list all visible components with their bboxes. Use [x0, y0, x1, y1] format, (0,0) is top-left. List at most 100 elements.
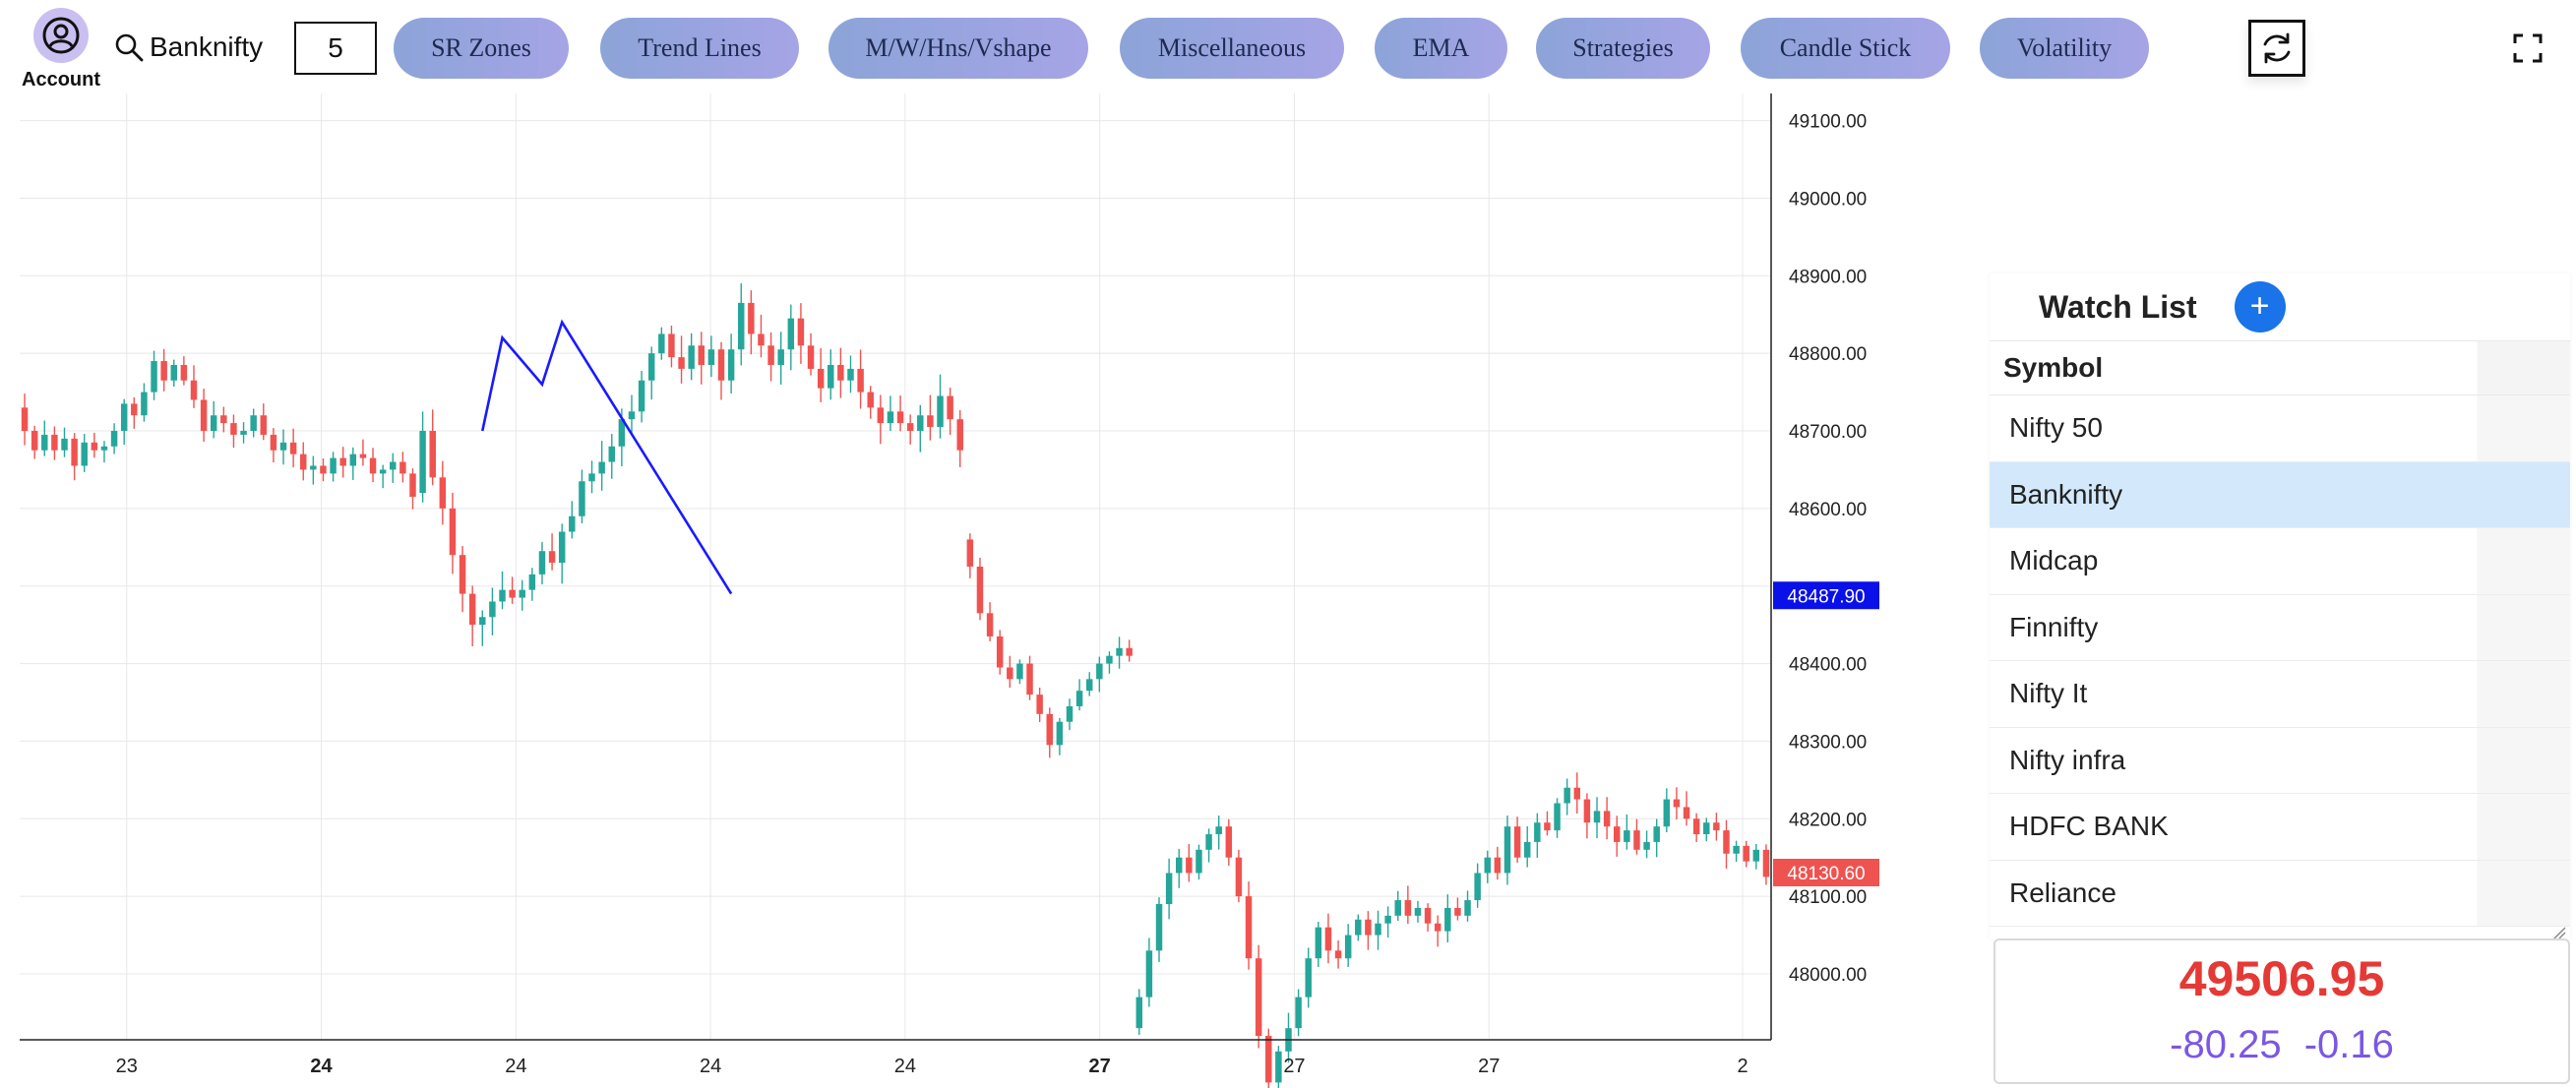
- candle-body: [658, 333, 665, 354]
- candle: [1165, 858, 1173, 920]
- watch-list-panel: Watch List + Symbol Nifty 50 Banknifty Mid…: [1990, 273, 2570, 939]
- candle-body: [1614, 826, 1621, 842]
- watch-list-item[interactable]: Nifty 50: [1990, 395, 2570, 462]
- candle-body: [1603, 811, 1611, 827]
- candle-body: [1444, 907, 1451, 932]
- candle-body: [429, 431, 436, 478]
- candle: [1653, 818, 1660, 858]
- candle-body: [927, 415, 934, 428]
- time-tick-label: 24: [310, 1056, 333, 1077]
- candle-body: [828, 364, 834, 389]
- candle-body: [1016, 663, 1023, 680]
- refresh-button[interactable]: [2248, 20, 2305, 77]
- account-button[interactable]: Account: [14, 8, 108, 91]
- candlestick-chart[interactable]: 49100.00 49000.00 48900.00 48800.00 48700.00…: [0, 93, 1879, 1088]
- candle-body: [896, 411, 904, 424]
- candle-body: [250, 415, 257, 432]
- watch-list-item[interactable]: Reliance: [1990, 860, 2570, 927]
- candle: [1096, 656, 1103, 693]
- candle: [160, 348, 167, 392]
- candle-body: [1484, 857, 1491, 874]
- watch-list-item[interactable]: Banknifty: [1990, 461, 2570, 528]
- candle-body: [260, 415, 268, 435]
- watch-list-item[interactable]: Midcap: [1990, 528, 2570, 595]
- time-tick-label: 24: [894, 1056, 916, 1077]
- time-tick-label: 27: [1089, 1056, 1111, 1077]
- candle: [647, 346, 655, 400]
- candle: [230, 414, 237, 449]
- candle-body: [330, 457, 337, 474]
- candle: [767, 332, 774, 382]
- toolbar-m-w-hns-vshape-button[interactable]: M/W/Hns/Vshape: [828, 18, 1088, 79]
- candle-body: [847, 368, 854, 381]
- candle-body: [1265, 1036, 1272, 1083]
- candle: [927, 394, 934, 441]
- search-icon: [115, 33, 144, 62]
- candle-body: [399, 461, 406, 474]
- candle-body: [1225, 826, 1233, 858]
- candle-body: [668, 333, 675, 358]
- candle: [966, 533, 974, 578]
- candle: [1424, 903, 1432, 933]
- candle-body: [459, 555, 466, 594]
- candle-body: [390, 461, 397, 470]
- candle: [489, 587, 496, 635]
- candle: [1384, 906, 1391, 938]
- candle-body: [569, 515, 576, 532]
- candle-body: [230, 423, 237, 435]
- symbol-column-header[interactable]: Symbol: [1990, 340, 2570, 395]
- candles: [21, 283, 1770, 1088]
- candle-body: [61, 438, 68, 451]
- candle-body: [151, 361, 157, 393]
- candle: [658, 327, 665, 360]
- candle: [1692, 813, 1700, 843]
- candle-body: [120, 403, 128, 432]
- candle-body: [1464, 900, 1471, 916]
- candle-body: [1523, 841, 1531, 858]
- candle-body: [1494, 857, 1502, 874]
- candle-body: [986, 613, 994, 636]
- toolbar-trend-lines-button[interactable]: Trend Lines: [600, 18, 799, 79]
- fullscreen-icon[interactable]: [2511, 31, 2545, 65]
- candle-body: [1036, 695, 1043, 714]
- candle-body: [310, 465, 317, 470]
- toolbar-miscellaneous-button[interactable]: Miscellaneous: [1120, 18, 1344, 79]
- candle-body: [1275, 1051, 1282, 1083]
- candle: [279, 429, 287, 465]
- candle: [71, 433, 78, 481]
- candle: [1554, 798, 1561, 838]
- candle-body: [638, 380, 645, 412]
- watch-list-item[interactable]: Nifty It: [1990, 661, 2570, 728]
- toolbar-sr-zones-button[interactable]: SR Zones: [394, 18, 569, 79]
- candle: [1513, 816, 1521, 863]
- candle-body: [817, 368, 825, 389]
- toolbar-strategies-button[interactable]: Strategies: [1536, 18, 1710, 79]
- candle-body: [439, 477, 447, 509]
- candle-body: [1245, 896, 1253, 959]
- price-badge-label: 48487.90: [1787, 586, 1865, 607]
- candle: [300, 442, 307, 481]
- candle-body: [678, 357, 685, 369]
- toolbar-volatility-button[interactable]: Volatility: [1980, 18, 2149, 79]
- price-change: -80.25 -0.16: [1995, 1023, 2568, 1067]
- candle-body: [1554, 803, 1561, 831]
- candle: [867, 386, 874, 419]
- watch-list-item[interactable]: Nifty infra: [1990, 727, 2570, 794]
- candle-body: [1145, 950, 1153, 997]
- toolbar-ema-button[interactable]: EMA: [1375, 18, 1507, 79]
- interval-input[interactable]: 5: [294, 22, 377, 75]
- candle: [787, 304, 795, 371]
- price-chart[interactable]: 49100.00 49000.00 48900.00 48800.00 48700.00…: [0, 93, 1879, 1088]
- candle-body: [777, 349, 784, 365]
- candle: [548, 533, 556, 571]
- candle-body: [279, 442, 287, 451]
- candle: [1225, 818, 1233, 867]
- add-symbol-button[interactable]: +: [2234, 281, 2286, 332]
- candle-body: [688, 345, 695, 369]
- watch-list-item[interactable]: HDFC BANK: [1990, 794, 2570, 861]
- toolbar-candle-stick-button[interactable]: Candle Stick: [1741, 18, 1950, 79]
- watch-list-item[interactable]: Finnifty: [1990, 594, 2570, 661]
- resize-handle-icon[interactable]: [2550, 924, 2566, 939]
- candle-body: [519, 589, 525, 598]
- symbol-search[interactable]: Banknifty: [114, 28, 263, 67]
